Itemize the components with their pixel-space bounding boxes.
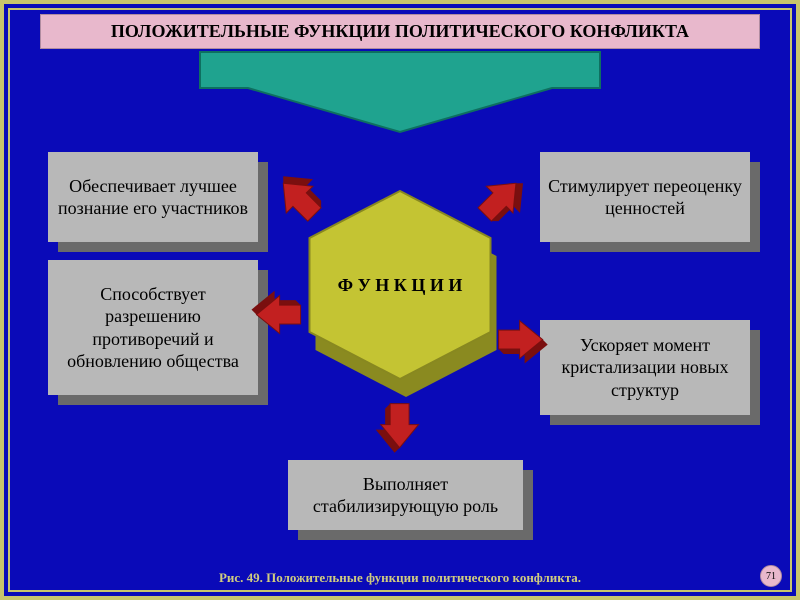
arrow-to-top-left — [266, 166, 333, 233]
hexagon-label: Ф У Н К Ц И И — [338, 275, 463, 296]
arrow-to-bottom — [366, 391, 433, 458]
box-text-top-left: Обеспечивает лучшее познание его участни… — [54, 175, 252, 220]
box-text-top-right: Стимулирует переоценку ценностей — [546, 175, 744, 220]
top-arrow — [200, 52, 600, 132]
arrow-to-mid-right — [486, 306, 553, 373]
box-mid-left: Способствует разрешению противоречий и о… — [48, 260, 258, 395]
title-bar: ПОЛОЖИТЕЛЬНЫЕ ФУНКЦИИ ПОЛИТИЧЕСКОГО КОНФ… — [40, 14, 760, 49]
arrow-to-mid-left — [246, 281, 313, 348]
page-number: 71 — [766, 571, 776, 582]
box-top-right: Стимулирует переоценку ценностей — [540, 152, 750, 242]
box-text-mid-left: Способствует разрешению противоречий и о… — [54, 283, 252, 373]
caption-text: Рис. 49. Положительные функции политичес… — [219, 570, 581, 585]
box-mid-right: Ускоряет момент кристализации новых стру… — [540, 320, 750, 415]
arrow-to-top-right — [466, 166, 533, 233]
box-top-left: Обеспечивает лучшее познание его участни… — [48, 152, 258, 242]
box-text-mid-right: Ускоряет момент кристализации новых стру… — [546, 334, 744, 402]
title-text: ПОЛОЖИТЕЛЬНЫЕ ФУНКЦИИ ПОЛИТИЧЕСКОГО КОНФ… — [111, 21, 689, 41]
caption: Рис. 49. Положительные функции политичес… — [0, 570, 800, 586]
page-badge: 71 — [760, 565, 782, 587]
box-text-bottom: Выполняет стабилизирующую роль — [294, 473, 517, 518]
box-bottom: Выполняет стабилизирующую роль — [288, 460, 523, 530]
